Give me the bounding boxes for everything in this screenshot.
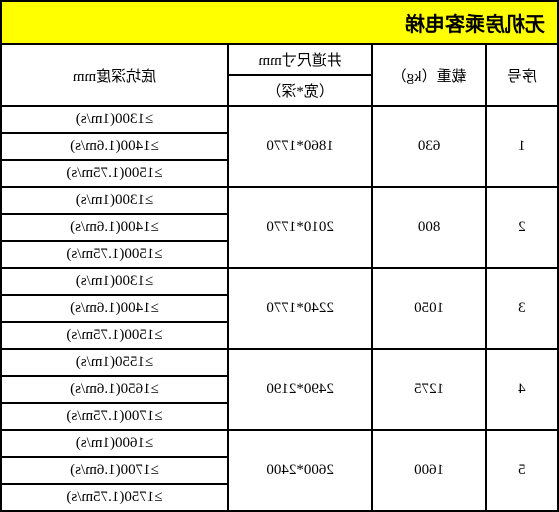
cell-load: 1600 xyxy=(372,430,485,511)
cell-index: 5 xyxy=(486,430,558,511)
cell-depth: ≥1500(1.75m/s) xyxy=(1,322,228,349)
table-header-row: 序号 载重（kg） 井道尺寸mm 底坑深度mm xyxy=(1,44,558,75)
cell-depth: ≥1300(1m/s) xyxy=(1,187,228,214)
cell-depth: ≥1600(1m/s) xyxy=(1,430,228,457)
cell-depth: ≥1500(1.75m/s) xyxy=(1,160,228,187)
cell-index: 1 xyxy=(486,106,558,187)
table-row: 1 630 1860*1770 ≥1300(1m/s) xyxy=(1,106,558,133)
table-row: 4 1275 2490*2190 ≥1550(1m/s) xyxy=(1,349,558,376)
cell-dimensions: 2010*1770 xyxy=(228,187,372,268)
cell-depth: ≥1700(1.75m/s) xyxy=(1,403,228,430)
cell-depth: ≥1300(1m/s) xyxy=(1,268,228,295)
cell-load: 800 xyxy=(372,187,485,268)
table-body: 1 630 1860*1770 ≥1300(1m/s) ≥1400(1.6m/s… xyxy=(1,106,558,511)
cell-dimensions: 1860*1770 xyxy=(228,106,372,187)
cell-depth: ≥1300(1m/s) xyxy=(1,106,228,133)
table-title: 无机房乘客电梯 xyxy=(0,0,559,43)
cell-dimensions: 2600*2400 xyxy=(228,430,372,511)
spec-table: 序号 载重（kg） 井道尺寸mm 底坑深度mm （宽*深） 1 630 1860… xyxy=(0,43,559,512)
header-pit-depth: 底坑深度mm xyxy=(1,44,228,106)
cell-load: 1050 xyxy=(372,268,485,349)
header-load: 载重（kg） xyxy=(372,44,485,106)
cell-depth: ≥1400(1.6m/s) xyxy=(1,295,228,322)
cell-dimensions: 2490*2190 xyxy=(228,349,372,430)
elevator-spec-table-container: 无机房乘客电梯 序号 载重（kg） 井道尺寸mm 底坑深度mm （宽*深） 1 … xyxy=(0,0,559,500)
cell-index: 4 xyxy=(486,349,558,430)
cell-depth: ≥1650(1.6m/s) xyxy=(1,376,228,403)
table-row: 2 800 2010*1770 ≥1300(1m/s) xyxy=(1,187,558,214)
cell-index: 3 xyxy=(486,268,558,349)
table-row: 5 1600 2600*2400 ≥1600(1m/s) xyxy=(1,430,558,457)
cell-depth: ≥1550(1m/s) xyxy=(1,349,228,376)
cell-depth: ≥1500(1.75m/s) xyxy=(1,241,228,268)
cell-depth: ≥1700(1.6m/s) xyxy=(1,457,228,484)
cell-load: 630 xyxy=(372,106,485,187)
cell-depth: ≥1400(1.6m/s) xyxy=(1,214,228,241)
cell-index: 2 xyxy=(486,187,558,268)
cell-dimensions: 2240*1770 xyxy=(228,268,372,349)
header-index: 序号 xyxy=(486,44,558,106)
table-row: 3 1050 2240*1770 ≥1300(1m/s) xyxy=(1,268,558,295)
cell-depth: ≥1400(1.6m/s) xyxy=(1,133,228,160)
header-dimensions-top: 井道尺寸mm xyxy=(228,44,372,75)
cell-load: 1275 xyxy=(372,349,485,430)
header-dimensions-sub: （宽*深） xyxy=(228,75,372,106)
cell-depth: ≥1750(1.75m/s) xyxy=(1,484,228,511)
